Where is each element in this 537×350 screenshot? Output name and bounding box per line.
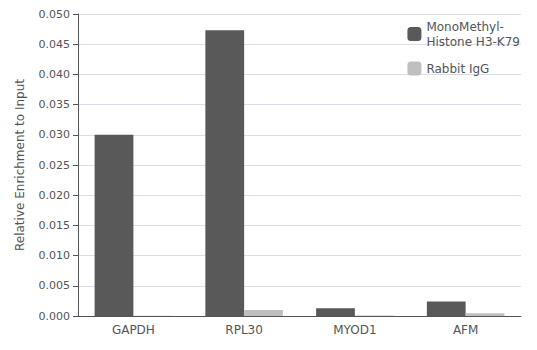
svg-text:0.025: 0.025	[39, 159, 71, 172]
svg-text:0.000: 0.000	[39, 310, 71, 323]
svg-text:AFM: AFM	[453, 323, 478, 337]
svg-text:0.010: 0.010	[39, 249, 71, 262]
svg-text:0.035: 0.035	[39, 98, 71, 111]
svg-text:0.045: 0.045	[39, 38, 71, 51]
svg-text:0.040: 0.040	[39, 68, 71, 81]
svg-text:RPL30: RPL30	[225, 323, 263, 337]
svg-text:0.005: 0.005	[39, 279, 71, 292]
svg-text:Histone H3-K79: Histone H3-K79	[426, 35, 520, 49]
svg-text:0.015: 0.015	[39, 219, 71, 232]
svg-text:Relative Enrichment to Input: Relative Enrichment to Input	[13, 79, 27, 251]
svg-text:0.030: 0.030	[39, 128, 71, 141]
svg-text:0.020: 0.020	[39, 189, 71, 202]
svg-text:GAPDH: GAPDH	[112, 323, 155, 337]
svg-text:0.050: 0.050	[39, 8, 71, 21]
svg-text:Rabbit IgG: Rabbit IgG	[426, 62, 489, 76]
svg-text:MonoMethyl-: MonoMethyl-	[426, 20, 503, 34]
svg-text:MYOD1: MYOD1	[333, 323, 376, 337]
